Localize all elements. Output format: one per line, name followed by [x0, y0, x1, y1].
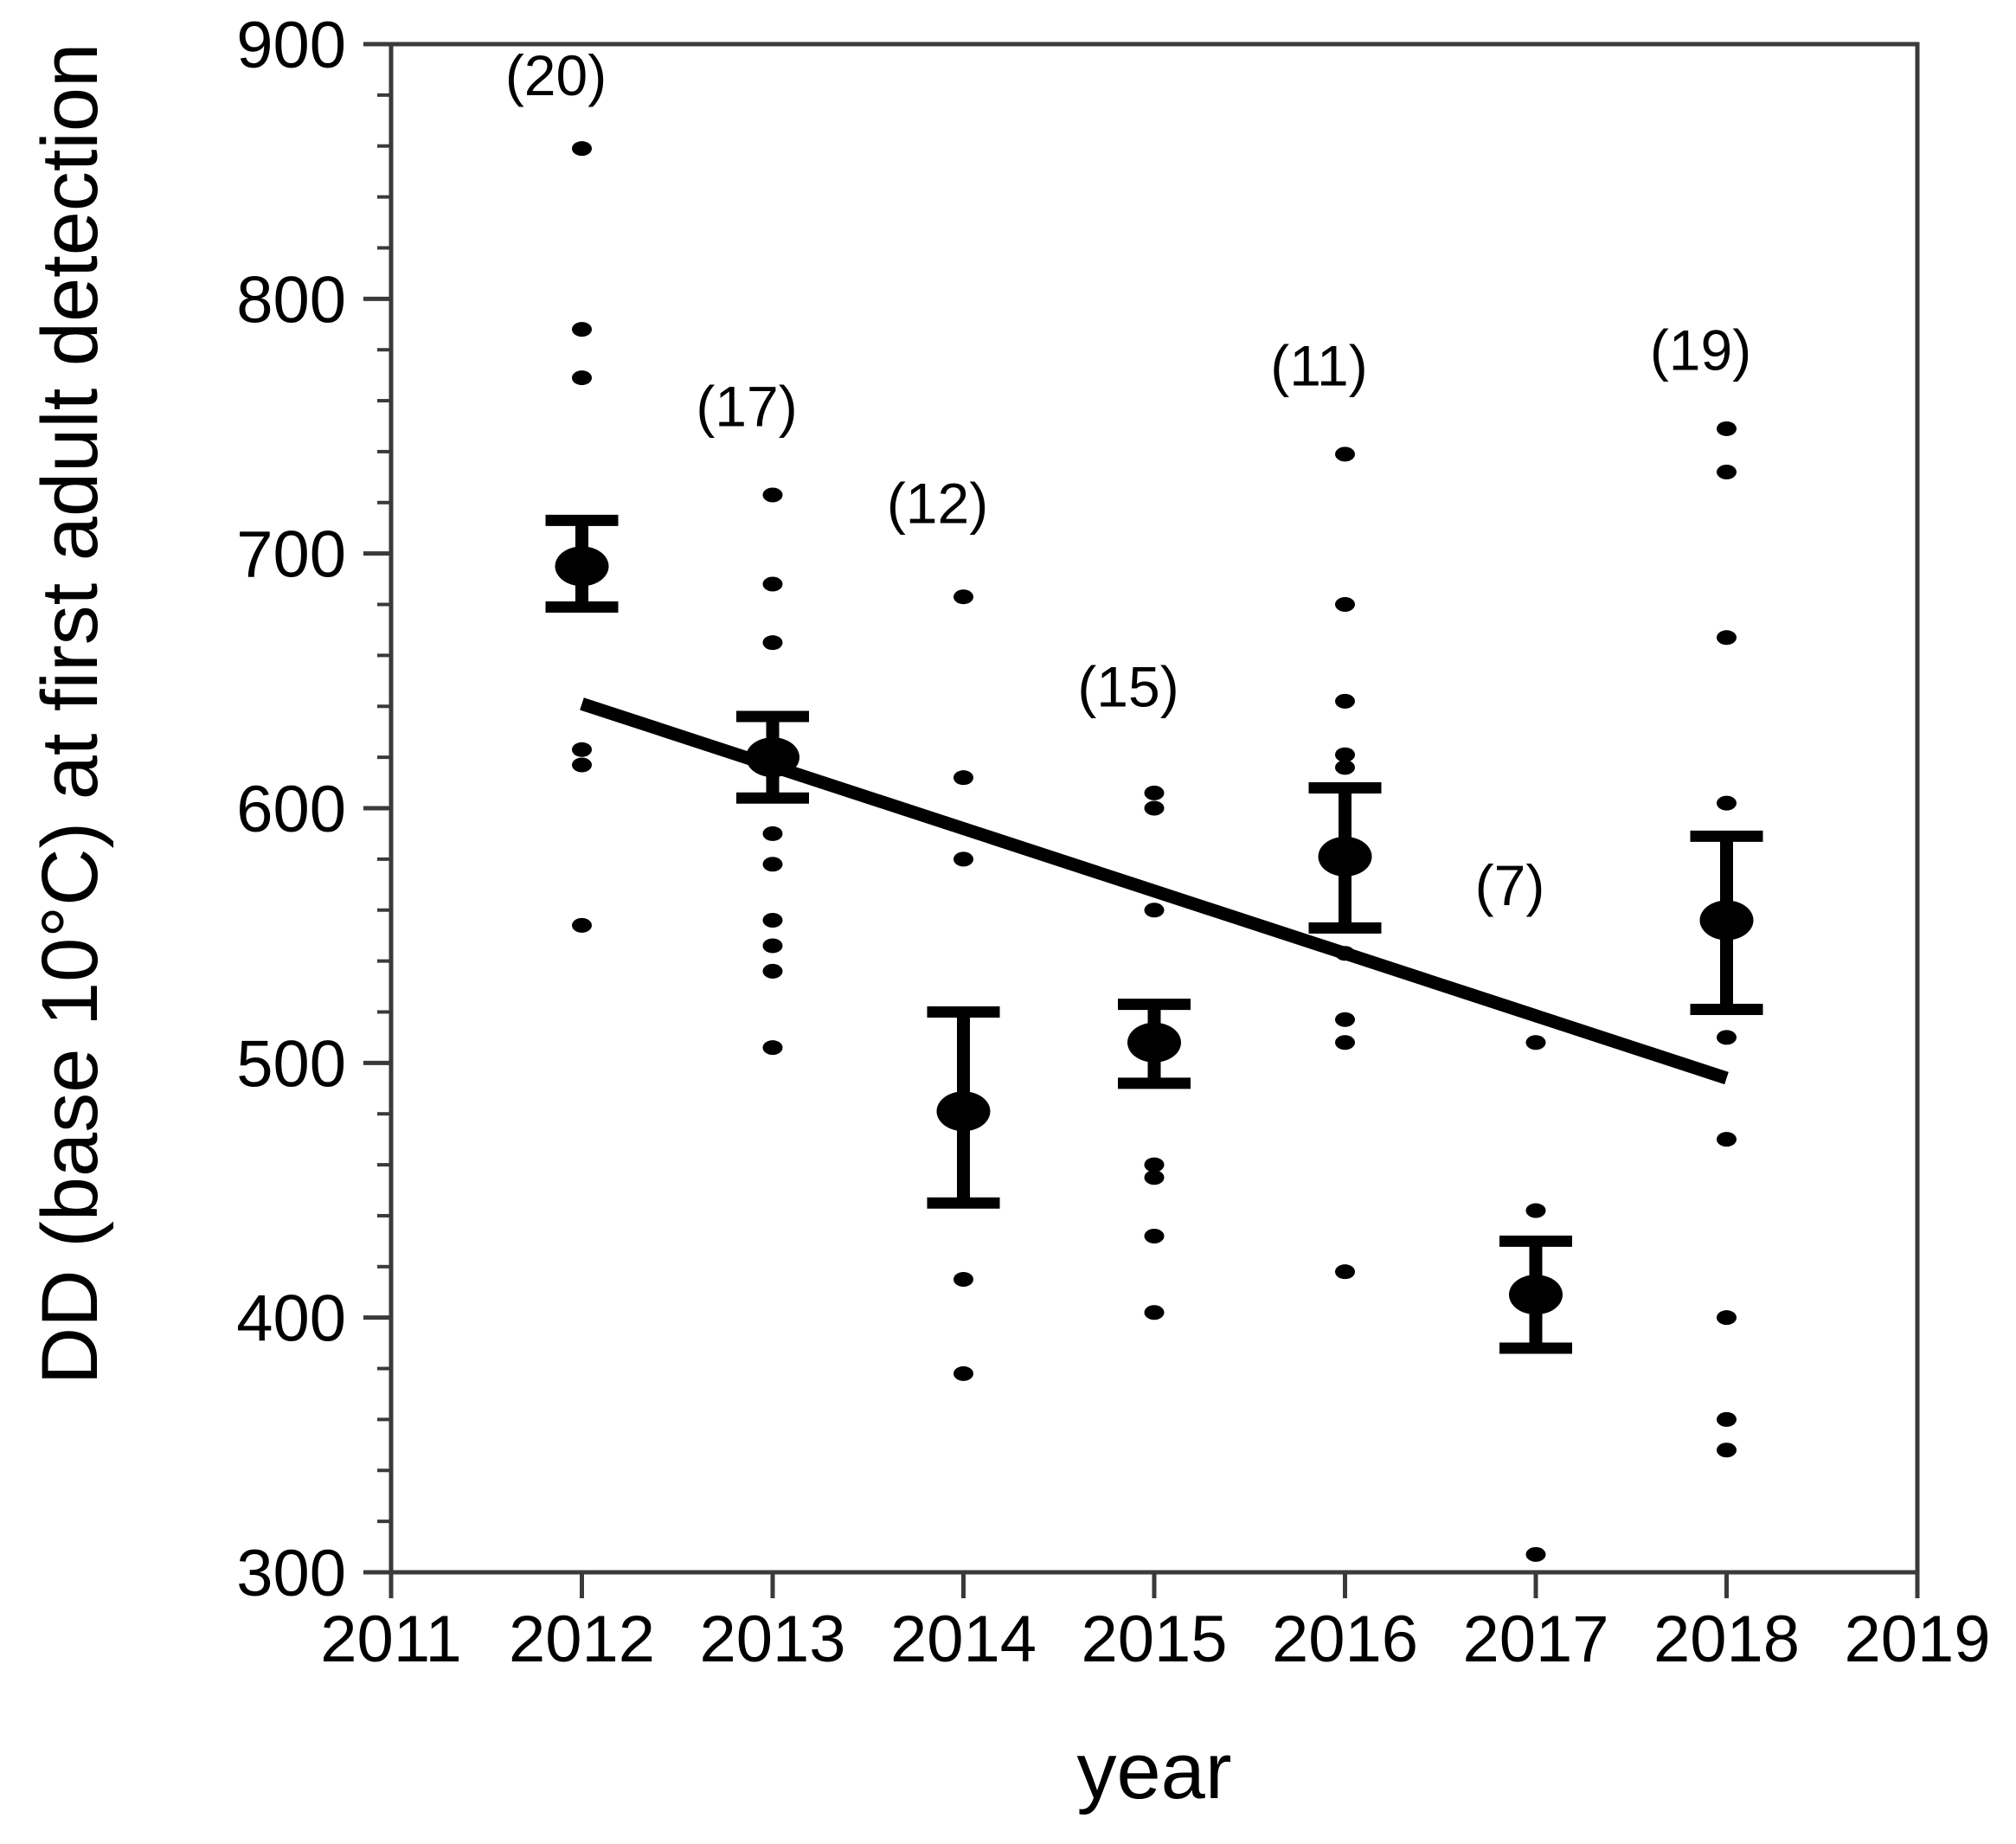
- data-point: [1717, 464, 1737, 479]
- data-point: [572, 742, 592, 757]
- sample-size-label: (19): [1650, 318, 1751, 382]
- mean-marker: [936, 1091, 991, 1132]
- data-point: [762, 913, 783, 928]
- sample-size-label: (17): [696, 375, 797, 439]
- sample-size-label: (12): [887, 471, 988, 535]
- data-point: [1144, 1157, 1165, 1173]
- data-point: [1335, 447, 1355, 462]
- data-point: [762, 857, 783, 872]
- data-point: [762, 963, 783, 979]
- x-tick-label: 2012: [509, 1603, 655, 1676]
- data-point: [572, 917, 592, 933]
- mean-marker: [1127, 1022, 1181, 1063]
- x-tick-label: 2015: [1081, 1603, 1227, 1676]
- data-point: [1144, 785, 1165, 800]
- data-point: [1717, 795, 1737, 811]
- x-tick-label: 2013: [699, 1603, 845, 1676]
- y-tick-label: 600: [236, 773, 346, 846]
- data-point: [1335, 597, 1355, 613]
- data-point: [762, 1040, 783, 1056]
- data-point: [1717, 1030, 1737, 1045]
- mean-marker: [1318, 836, 1372, 877]
- data-point: [1144, 1170, 1165, 1185]
- y-tick-label: 900: [236, 9, 346, 82]
- y-tick-label: 500: [236, 1027, 346, 1101]
- data-point: [1144, 800, 1165, 816]
- sample-size-label: (11): [1270, 333, 1367, 397]
- data-point: [1335, 1012, 1355, 1027]
- data-point: [953, 1365, 973, 1381]
- mean-marker: [1509, 1275, 1563, 1315]
- data-point: [1144, 1228, 1165, 1243]
- data-point: [1335, 1035, 1355, 1051]
- regression-line: [580, 697, 1729, 1085]
- x-tick-label: 2017: [1462, 1603, 1608, 1676]
- trend-line-layer: [580, 697, 1729, 1085]
- data-point: [1525, 1546, 1546, 1562]
- data-point: [1335, 760, 1355, 775]
- data-point: [1717, 630, 1737, 646]
- data-layer: [545, 141, 1763, 1562]
- y-tick-label: 400: [236, 1282, 346, 1356]
- data-point: [762, 487, 783, 503]
- data-point: [1717, 1132, 1737, 1147]
- data-point: [1717, 1411, 1737, 1427]
- x-tick-label: 2014: [890, 1603, 1037, 1676]
- data-point: [1717, 421, 1737, 436]
- data-point: [762, 635, 783, 651]
- data-point: [1525, 1203, 1546, 1218]
- x-tick-label: 2019: [1844, 1603, 1990, 1676]
- data-point: [762, 576, 783, 592]
- sample-size-label: (20): [505, 43, 607, 107]
- data-point: [762, 826, 783, 841]
- data-point: [1144, 1305, 1165, 1320]
- sample-size-label: (15): [1077, 654, 1178, 718]
- y-axis-title: DD (base 10°C) at first adult detection: [26, 43, 114, 1385]
- x-tick-label: 2018: [1653, 1603, 1800, 1676]
- x-axis-title: year: [1077, 1727, 1232, 1815]
- data-point: [1144, 903, 1165, 918]
- mean-marker: [1699, 900, 1754, 941]
- data-point: [762, 938, 783, 954]
- data-point: [1335, 1264, 1355, 1280]
- y-tick-label: 700: [236, 518, 346, 592]
- data-point: [953, 1272, 973, 1288]
- y-tick-label: 800: [236, 263, 346, 337]
- y-axis: 300 400 500 600 700 800 900: [236, 9, 391, 1610]
- data-point: [572, 370, 592, 386]
- data-point: [1717, 1442, 1737, 1458]
- mean-marker: [555, 546, 609, 587]
- x-tick-label: 2011: [320, 1603, 461, 1676]
- sample-size-labels: (20) (17) (12) (15) (11) (7) (19): [505, 43, 1751, 917]
- data-point: [1717, 1310, 1737, 1326]
- data-point: [953, 770, 973, 786]
- data-point: [953, 851, 973, 867]
- sample-size-label: (7): [1475, 853, 1545, 917]
- x-axis: 2011 2012 2013 2014 2015 2016 2017 2018 2019: [320, 1572, 1991, 1676]
- data-point: [953, 589, 973, 605]
- data-point: [572, 757, 592, 773]
- data-point: [1335, 747, 1355, 762]
- x-tick-label: 2016: [1272, 1603, 1418, 1676]
- y-tick-label: 300: [236, 1537, 346, 1610]
- data-point: [572, 141, 592, 157]
- data-point: [1335, 693, 1355, 709]
- data-point: [572, 322, 592, 337]
- data-point: [1525, 1035, 1546, 1051]
